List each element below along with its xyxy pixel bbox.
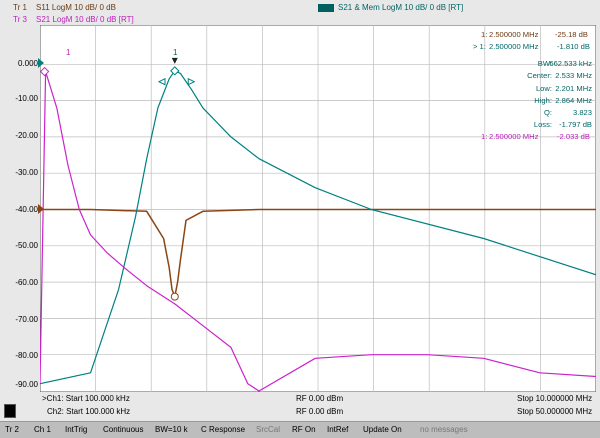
y-tick-label: -20.00 — [15, 131, 38, 140]
plot-area[interactable] — [40, 25, 596, 392]
ch1-stop[interactable]: Stop 10.000000 MHz — [517, 394, 593, 403]
ref-arrow-icon[interactable] — [38, 204, 44, 214]
status-trigger-source[interactable]: IntTrig — [65, 425, 88, 434]
status-bar: Tr 2 Ch 1 IntTrig Continuous BW=10 k C R… — [0, 421, 600, 438]
marker-layer — [40, 57, 196, 301]
trace-1-desc[interactable]: S11 LogM 10 dB/ 0 dB — [36, 3, 116, 12]
y-tick-label: -80.00 — [15, 351, 38, 360]
tr1-marker-value: -25.18 dB — [555, 30, 588, 39]
bw-value: 662.533 kHz — [549, 59, 592, 68]
high-value: 2.864 MHz — [555, 96, 592, 105]
series-layer — [40, 70, 596, 392]
y-tick-label: -40.00 — [15, 205, 38, 214]
loss-label: Loss: — [533, 120, 552, 129]
status-sweep-mode[interactable]: Continuous — [103, 425, 144, 434]
status-reference[interactable]: IntRef — [327, 425, 349, 434]
active-marker-arrow — [171, 57, 178, 64]
low-value: 2.201 MHz — [555, 84, 592, 93]
bw-label: BW: — [537, 59, 552, 68]
trace-3-desc[interactable]: S21 LogM 10 dB/ 0 dB [RT] — [36, 15, 134, 24]
y-tick-label: -90.00 — [15, 380, 38, 389]
trace-2-desc[interactable]: S21 & Mem LogM 10 dB/ 0 dB [RT] — [338, 3, 464, 12]
trace-2-active-swatch — [318, 4, 334, 12]
loss-value: -1.797 dB — [559, 120, 592, 129]
tr2-marker-value: -1.810 dB — [557, 42, 590, 51]
status-if-bandwidth[interactable]: BW=10 k — [155, 425, 188, 434]
marker-1-tr2-label[interactable]: 1 — [173, 48, 178, 57]
low-label: Low: — [535, 84, 552, 93]
y-tick-label: -50.00 — [15, 241, 38, 250]
marker-1-tr3-label[interactable]: 1 — [66, 48, 71, 57]
tr1-marker-freq: 2.500000 MHz — [489, 30, 539, 39]
channel-indicator[interactable] — [4, 404, 16, 418]
ch1-power[interactable]: RF 0.00 dBm — [296, 394, 344, 403]
status-src-cal[interactable]: SrcCal — [256, 425, 281, 434]
ch2-stop[interactable]: Stop 50.000000 MHz — [517, 407, 593, 416]
high-label: High: — [534, 96, 552, 105]
center-label: Center: — [527, 71, 552, 80]
y-tick-label: -70.00 — [15, 315, 38, 324]
trace-3-name[interactable]: Tr 3 — [13, 15, 27, 24]
tr3-marker-value: -2.033 dB — [557, 132, 590, 141]
center-value: 2.533 MHz — [555, 71, 592, 80]
ch2-power[interactable]: RF 0.00 dBm — [296, 407, 344, 416]
series-line-2 — [40, 70, 596, 385]
marker-tr3-diamond — [40, 66, 50, 77]
status-calibration[interactable]: C Response — [201, 425, 246, 434]
ch1-start[interactable]: >Ch1: Start 100.000 kHz — [42, 394, 130, 403]
series-line-1 — [40, 208, 596, 298]
bw-high-triangle — [187, 77, 196, 86]
status-active-trace[interactable]: Tr 2 — [5, 425, 19, 434]
y-tick-label: 0.000 — [17, 59, 38, 68]
status-messages: no messages — [420, 425, 468, 434]
q-label: Q: — [543, 108, 552, 117]
status-rf[interactable]: RF On — [292, 425, 316, 434]
y-tick-label: -60.00 — [15, 278, 38, 287]
y-tick-label: -30.00 — [15, 168, 38, 177]
marker-tr1-circle — [170, 292, 179, 301]
tr2-marker-id: > 1: — [473, 42, 486, 51]
trace-1-name[interactable]: Tr 1 — [13, 3, 27, 12]
status-channel[interactable]: Ch 1 — [34, 425, 51, 434]
tr3-marker-freq: 2.500000 MHz — [489, 132, 539, 141]
marker-tr2-diamond — [170, 66, 180, 76]
tr3-marker-id: 1: — [481, 132, 488, 141]
q-value: 3.823 — [572, 108, 592, 117]
bw-low-triangle — [157, 77, 166, 86]
series-line-3 — [40, 71, 596, 392]
y-tick-label: -10.00 — [15, 94, 38, 103]
ref-arrow-icon[interactable] — [38, 58, 44, 68]
tr1-marker-id: 1: — [481, 30, 488, 39]
status-update[interactable]: Update On — [363, 425, 402, 434]
ch2-start[interactable]: Ch2: Start 100.000 kHz — [47, 407, 131, 416]
tr2-marker-freq: 2.500000 MHz — [489, 42, 539, 51]
